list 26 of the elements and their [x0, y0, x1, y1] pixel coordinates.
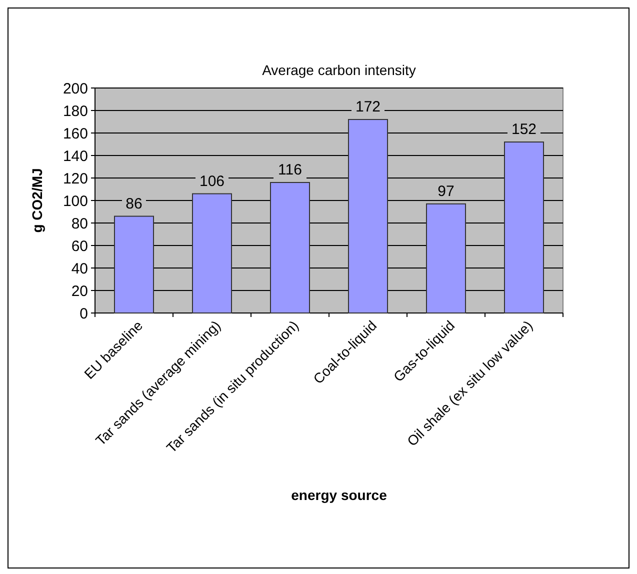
bar	[114, 216, 154, 314]
data-label: 116	[278, 162, 302, 178]
data-label: 152	[511, 121, 537, 138]
y-tick-label: 180	[62, 102, 88, 120]
y-axis-title: g CO2/MJ	[29, 168, 45, 233]
data-label: 106	[199, 172, 225, 190]
bar	[426, 203, 466, 314]
data-label: 172	[355, 98, 381, 116]
y-tick-label: 100	[62, 192, 88, 210]
y-tick-label: 120	[62, 170, 88, 188]
y-tick-label: 40	[71, 260, 88, 278]
y-tick-label: 0	[80, 305, 88, 322]
bar	[270, 182, 310, 314]
y-tick-label: 200	[62, 80, 88, 98]
y-tick-label: 140	[62, 148, 88, 165]
bar	[192, 193, 232, 314]
bar	[348, 119, 388, 314]
data-label: 97	[438, 182, 454, 200]
bar	[504, 142, 544, 314]
y-tick-label: 20	[71, 282, 88, 300]
chart-title: Average carbon intensity	[262, 62, 416, 78]
data-label: 86	[126, 195, 142, 212]
y-tick-label: 160	[62, 125, 88, 142]
y-tick-label: 60	[71, 238, 88, 255]
y-tick-label: 80	[71, 215, 88, 232]
x-axis-title: energy source	[291, 487, 388, 503]
